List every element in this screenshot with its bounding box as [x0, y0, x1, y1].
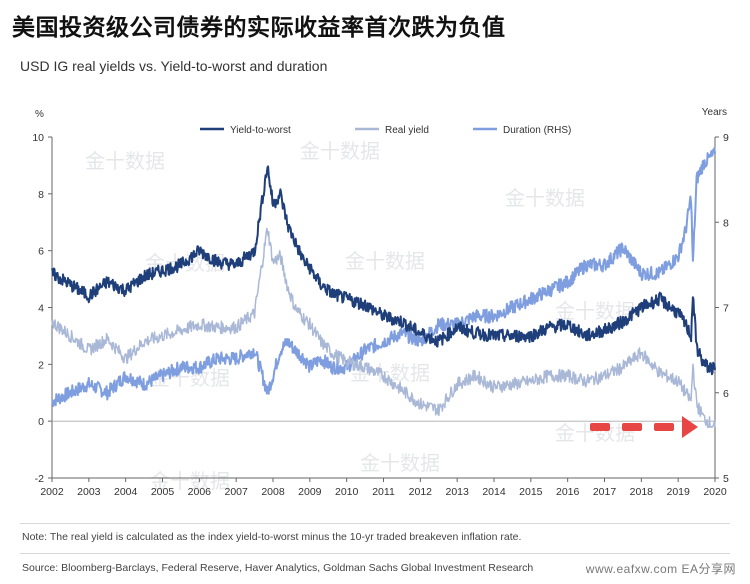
trend-arrow	[590, 416, 698, 438]
site-watermark: www.eafxw.com EA分享网	[585, 562, 736, 576]
right-tick-label: 5	[723, 473, 729, 485]
arrow-dash	[654, 423, 674, 431]
x-tick-label: 2020	[703, 486, 727, 498]
watermark-text: 金十数据	[345, 249, 425, 273]
chart-note: Note: The real yield is calculated as th…	[22, 531, 522, 543]
x-tick-label: 2006	[188, 486, 212, 498]
left-tick-label: 0	[38, 416, 44, 428]
x-tick-label: 2016	[556, 486, 580, 498]
divider	[20, 553, 730, 554]
right-tick-label: 9	[723, 132, 729, 144]
x-tick-label: 2018	[630, 486, 654, 498]
arrow-head	[682, 416, 698, 438]
x-tick-label: 2013	[445, 486, 469, 498]
x-tick-label: 2007	[224, 486, 248, 498]
legend: Yield-to-worst Real yield Duration (RHS)	[200, 125, 571, 136]
watermark-text: 金十数据	[150, 469, 230, 493]
left-tick-label: -2	[35, 473, 44, 485]
x-tick-label: 2005	[151, 486, 175, 498]
right-tick-label: 7	[723, 303, 729, 315]
right-tick-label: 8	[723, 217, 729, 229]
watermark-text: 金十数据	[555, 299, 635, 323]
series-line-real-yield	[51, 227, 716, 429]
left-tick-label: 4	[38, 303, 44, 315]
legend-label: Real yield	[385, 125, 429, 136]
legend-label: Yield-to-worst	[230, 125, 291, 136]
right-tick-label: 6	[723, 388, 729, 400]
headline: 美国投资级公司债券的实际收益率首次跌为负值	[12, 15, 506, 41]
watermark-text: 金十数据	[505, 186, 585, 210]
series-line-duration-rhs	[51, 147, 716, 407]
arrow-dash	[622, 423, 642, 431]
left-tick-label: 6	[38, 246, 44, 258]
x-tick-label: 2002	[40, 486, 64, 498]
left-tick-label: 2	[38, 359, 44, 371]
x-tick-label: 2009	[298, 486, 322, 498]
x-tick-label: 2017	[593, 486, 617, 498]
left-tick-label: 10	[32, 132, 44, 144]
chart-source: Source: Bloomberg-Barclays, Federal Rese…	[22, 562, 534, 574]
watermark-text: 金十数据	[85, 149, 165, 173]
x-tick-label: 2015	[519, 486, 543, 498]
watermark-text: 金十数据	[300, 139, 380, 163]
x-tick-label: 2008	[261, 486, 285, 498]
legend-label: Duration (RHS)	[503, 125, 571, 136]
chart-subtitle: USD IG real yields vs. Yield-to-worst an…	[20, 58, 328, 74]
watermark-text: 金十数据	[360, 451, 440, 475]
x-tick-label: 2010	[335, 486, 359, 498]
x-tick-label: 2019	[666, 486, 690, 498]
left-tick-label: 8	[38, 189, 44, 201]
series-lines	[51, 147, 716, 429]
series-line-yield-to-worst	[51, 165, 716, 376]
arrow-dash	[590, 423, 610, 431]
x-tick-label: 2014	[482, 486, 506, 498]
x-tick-label: 2003	[77, 486, 101, 498]
divider	[20, 523, 730, 524]
x-tick-label: 2012	[409, 486, 433, 498]
x-tick-label: 2004	[114, 486, 138, 498]
x-tick-label: 2011	[372, 486, 395, 498]
right-axis-unit: Years	[702, 107, 727, 118]
left-axis-unit: %	[35, 109, 44, 120]
